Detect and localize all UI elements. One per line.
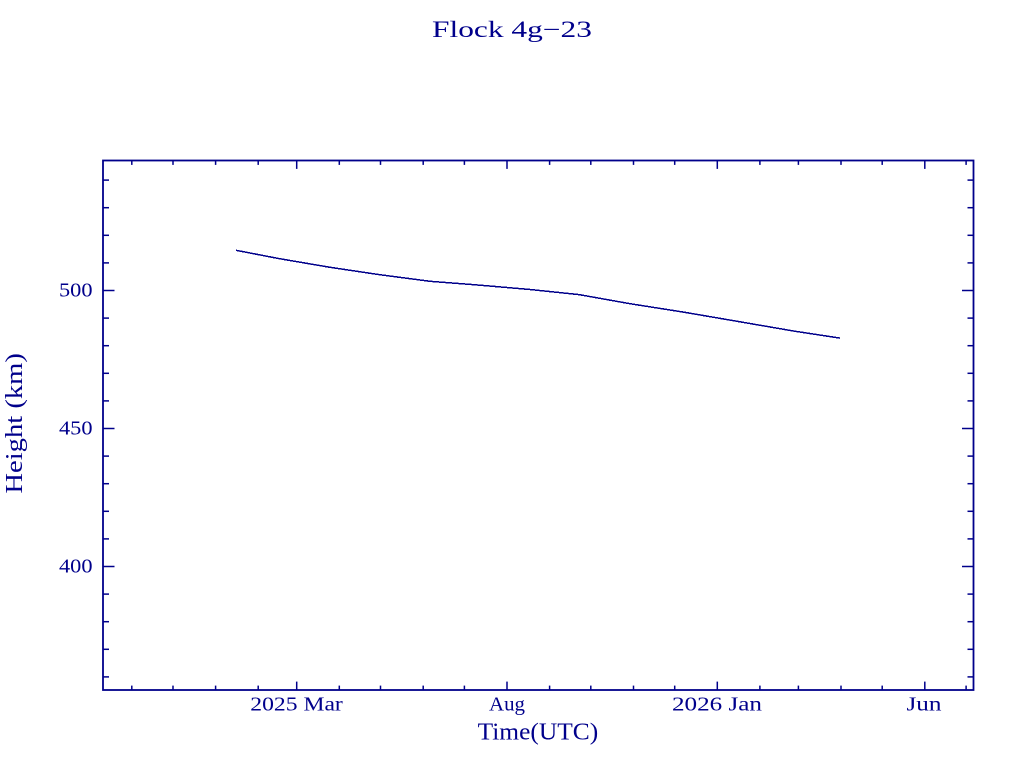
svg-text:Height (km): Height (km) bbox=[2, 353, 28, 494]
svg-text:450: 450 bbox=[59, 417, 93, 439]
svg-text:Flock 4g−23: Flock 4g−23 bbox=[432, 17, 592, 42]
svg-text:400: 400 bbox=[59, 555, 93, 577]
svg-text:Time(UTC): Time(UTC) bbox=[478, 720, 599, 746]
svg-text:500: 500 bbox=[59, 279, 93, 301]
svg-text:2025 Mar: 2025 Mar bbox=[250, 693, 343, 715]
svg-text:Jun: Jun bbox=[907, 693, 942, 715]
svg-text:2026 Jan: 2026 Jan bbox=[672, 693, 762, 715]
svg-text:Aug: Aug bbox=[489, 693, 525, 715]
